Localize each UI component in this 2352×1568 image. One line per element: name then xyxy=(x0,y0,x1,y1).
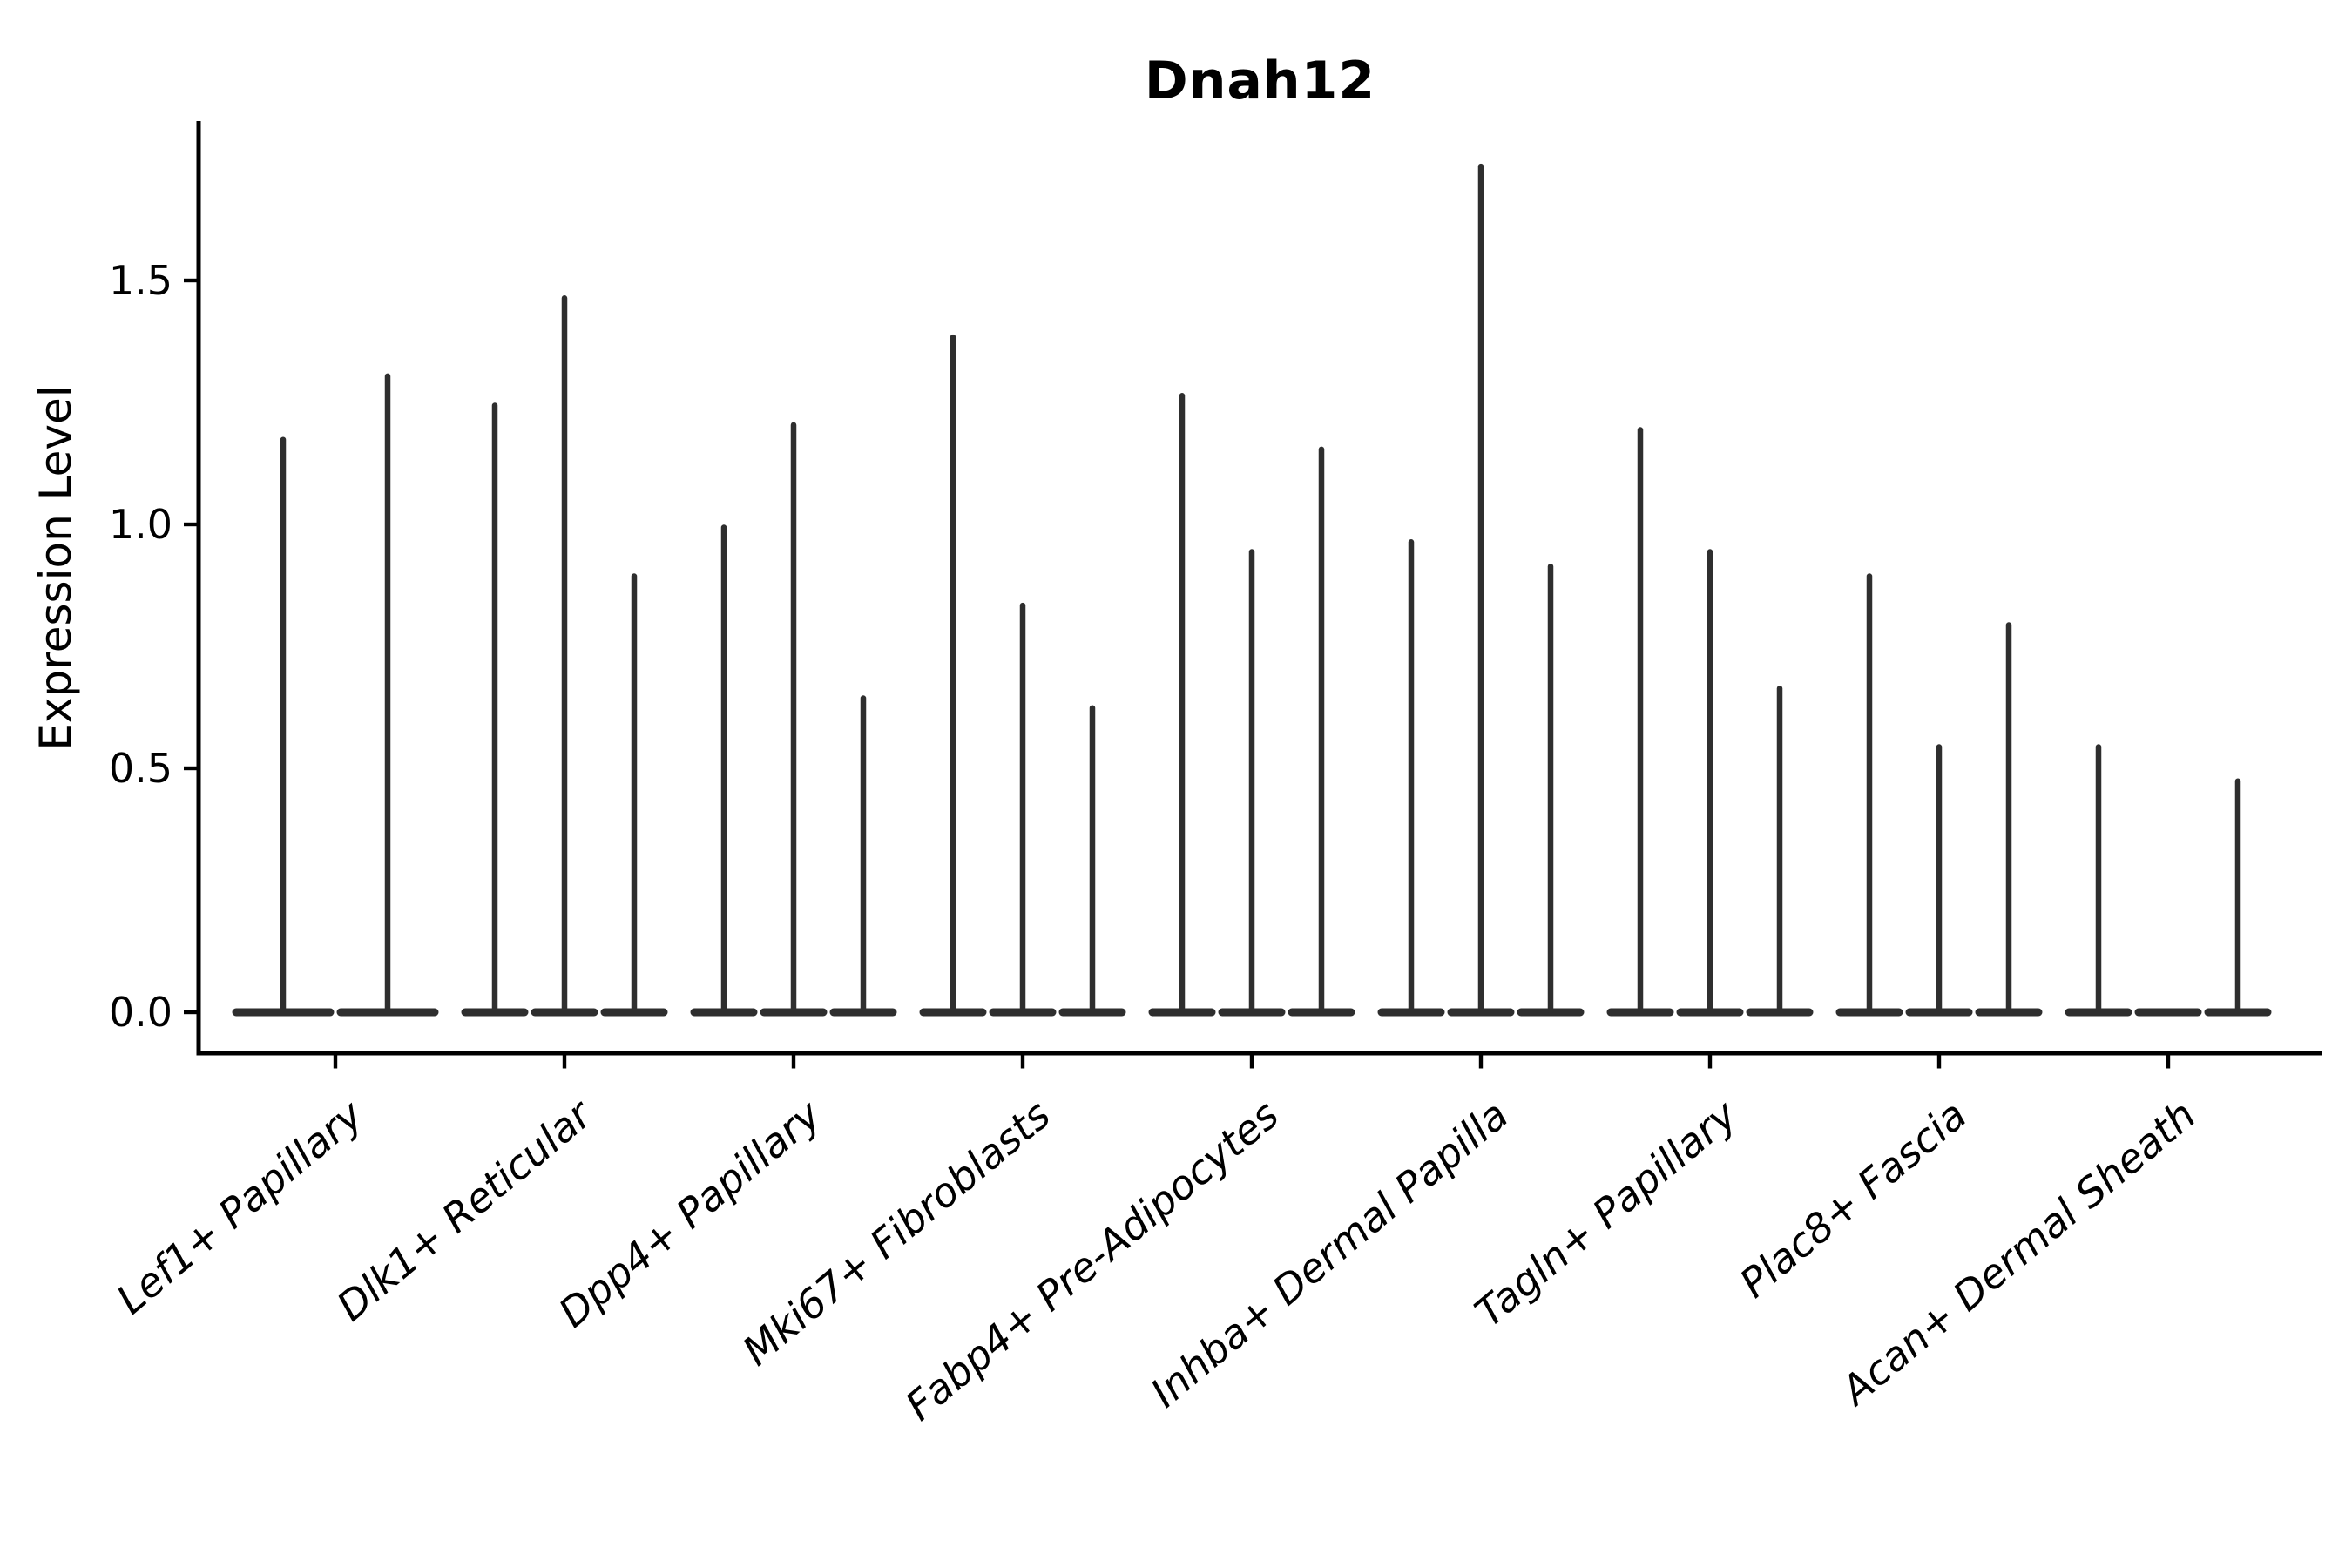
y-tick-label: 0.0 xyxy=(108,989,172,1036)
x-tick-mark xyxy=(333,1055,338,1069)
x-tick-mark xyxy=(1020,1055,1025,1069)
x-tick-mark xyxy=(1707,1055,1713,1069)
y-tick-label: 1.0 xyxy=(108,501,172,548)
chart-title: Dnah12 xyxy=(1144,51,1376,112)
y-axis-spine xyxy=(196,121,201,1056)
y-tick-label: 1.5 xyxy=(108,257,172,304)
x-tick-mark xyxy=(2166,1055,2171,1069)
x-tick-mark xyxy=(1936,1055,1942,1069)
y-tick-label: 0.5 xyxy=(108,745,172,792)
x-tick-mark xyxy=(1249,1055,1254,1069)
x-tick-mark xyxy=(562,1055,567,1069)
y-tick-mark xyxy=(184,522,197,527)
x-axis-spine xyxy=(196,1051,2322,1056)
x-tick-mark xyxy=(1478,1055,1484,1069)
x-tick-mark xyxy=(791,1055,796,1069)
y-tick-mark xyxy=(184,1010,197,1015)
y-tick-mark xyxy=(184,278,197,283)
y-tick-mark xyxy=(184,766,197,771)
